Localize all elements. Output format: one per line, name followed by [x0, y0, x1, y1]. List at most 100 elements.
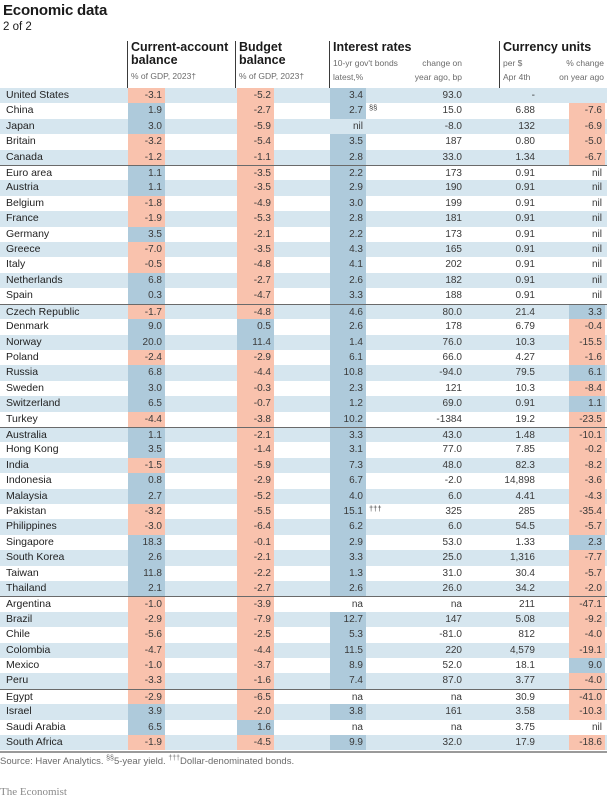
currency-per-dollar-value: - [531, 90, 535, 101]
country-name: India [6, 458, 29, 471]
currency-change-value: -19.1 [569, 642, 605, 659]
budget-balance-value: -1.6 [237, 673, 274, 689]
source-text-c: Dollar-denominated bonds. [180, 756, 295, 768]
budget-balance-value: -0.3 [237, 380, 274, 397]
yield-change-value: na [450, 691, 462, 703]
currency-per-dollar-value: 14,898 [504, 475, 535, 487]
currency-per-dollar-value: 0.91 [515, 244, 535, 256]
source-note: Source: Haver Analytics. §§5-year yield.… [0, 755, 294, 767]
currency-per-dollar-value: 5.08 [515, 613, 535, 625]
country-name: Israel [6, 705, 32, 718]
currency-change-value [569, 88, 605, 103]
header-current-account-title2: balance [131, 53, 178, 67]
country-name: Hong Kong [6, 443, 59, 456]
table-row: Argentina -1.0 -3.9 na na 211 -47.1 [0, 596, 607, 612]
bond-yield-value: 4.0 [330, 488, 366, 504]
budget-balance-value: -2.1 [237, 550, 274, 566]
table-bottom-rule [0, 751, 607, 753]
country-name: Belgium [6, 196, 44, 209]
yield-change-value: 31.0 [442, 567, 462, 579]
currency-change-value: -4.0 [569, 673, 605, 689]
header-interest-sub2b: year ago, bp [414, 72, 462, 82]
currency-change-value: -23.5 [569, 411, 605, 427]
country-name: Spain [6, 289, 33, 302]
country-name: United States [6, 89, 70, 101]
source-text-b: 5-year yield. [113, 756, 169, 768]
country-name: Canada [6, 150, 43, 163]
table-row: Sweden 3.0 -0.3 2.3 121 10.3 -8.4 [0, 380, 607, 397]
country-name: Turkey [6, 412, 38, 425]
currency-per-dollar-value: 7.85 [515, 444, 535, 456]
budget-balance-value: -4.4 [237, 642, 274, 659]
yield-change-value: 202 [445, 259, 462, 271]
current-account-value: -3.2 [128, 134, 165, 150]
footnote-mark-dagger: ††† [168, 755, 181, 762]
budget-balance-value: -3.7 [237, 658, 274, 674]
header-currency-sub1a: per $ [503, 58, 523, 68]
currency-per-dollar-value: 30.9 [515, 691, 535, 703]
table-row: South Africa -1.9 -4.5 9.9 32.0 17.9 -18.6 [0, 735, 607, 751]
country-name: Indonesia [6, 474, 52, 487]
currency-per-dollar-value: 1.33 [515, 536, 535, 548]
bond-yield-value: 3.8 [330, 704, 366, 720]
currency-change-value: nil [591, 197, 602, 209]
current-account-value: -3.3 [128, 673, 165, 689]
bond-yield-value: 2.2 [330, 226, 366, 243]
bond-yield-value: 3.3 [330, 550, 366, 566]
bond-yield-value: 10.8 [330, 365, 366, 381]
footnote-marker: §§ [369, 103, 378, 113]
yield-change-value: na [450, 599, 462, 611]
currency-per-dollar-value: 211 [519, 599, 535, 611]
currency-per-dollar-value: 0.91 [515, 197, 535, 209]
table-row: Indonesia 0.8 -2.9 6.7 -2.0 14,898 -3.6 [0, 473, 607, 489]
table-row: Netherlands 6.8 -2.7 2.6 182 0.91 nil [0, 272, 607, 289]
bond-yield-value: 2.2 [330, 166, 366, 181]
country-name: Australia [6, 428, 47, 441]
header-interest-title: Interest rates [333, 40, 412, 54]
currency-change-value: -0.2 [569, 442, 605, 458]
currency-change-value: -10.3 [569, 704, 605, 720]
bond-yield-value: na [351, 721, 363, 733]
currency-change-value: -7.6 [569, 103, 605, 119]
currency-per-dollar-value: 3.58 [515, 706, 535, 718]
currency-change-value: 6.1 [569, 365, 605, 381]
table-row: France -1.9 -5.3 2.8 181 0.91 nil [0, 211, 607, 227]
yield-change-value: 161 [445, 706, 462, 718]
yield-change-value: 182 [445, 274, 462, 286]
currency-per-dollar-value: 132 [518, 120, 535, 132]
header-budget-title2: balance [239, 53, 286, 67]
yield-change-value: 32.0 [442, 737, 462, 749]
table-row: Chile -5.6 -2.5 5.3 -81.0 812 -4.0 [0, 627, 607, 643]
current-account-value: -1.5 [128, 457, 165, 474]
bond-yield-value: 4.1 [330, 257, 366, 273]
yield-change-value: 190 [445, 182, 462, 194]
country-name: Philippines [6, 520, 57, 533]
currency-change-value: -5.7 [569, 565, 605, 581]
table-row: Philippines -3.0 -6.4 6.2 6.0 54.5 -5.7 [0, 519, 607, 535]
current-account-value: -1.0 [128, 597, 165, 612]
table-row: Spain 0.3 -4.7 3.3 188 0.91 nil [0, 288, 607, 304]
bond-yield-value: 2.7 [330, 103, 366, 119]
yield-change-value: 43.0 [442, 429, 462, 441]
currency-per-dollar-value: 1,316 [509, 552, 535, 564]
budget-balance-value: -5.2 [237, 88, 274, 104]
currency-change-value: nil [591, 168, 602, 180]
currency-per-dollar-value: 0.91 [515, 228, 535, 240]
current-account-value: 3.5 [128, 442, 165, 458]
budget-balance-value: -4.4 [237, 365, 274, 381]
country-name: Austria [6, 181, 39, 194]
bond-yield-value: 10.2 [330, 411, 366, 427]
bond-yield-value: 2.8 [330, 149, 366, 166]
bond-yield-value: 2.6 [330, 319, 366, 335]
header-interest-sub1a: 10-yr gov't bonds [333, 58, 398, 68]
header-current-account-sub: % of GDP, 2023† [131, 71, 197, 81]
bond-yield-value: 15.1 [330, 503, 366, 520]
yield-change-value: 87.0 [442, 675, 462, 687]
currency-per-dollar-value: 4.27 [515, 351, 535, 363]
currency-per-dollar-value: 0.91 [515, 213, 535, 225]
current-account-value: 6.5 [128, 719, 165, 736]
current-account-value: -3.2 [128, 503, 165, 520]
header-interest-sub1b: latest,% [333, 72, 364, 82]
currency-change-value: -18.6 [569, 735, 605, 751]
currency-per-dollar-value: 285 [518, 505, 535, 517]
